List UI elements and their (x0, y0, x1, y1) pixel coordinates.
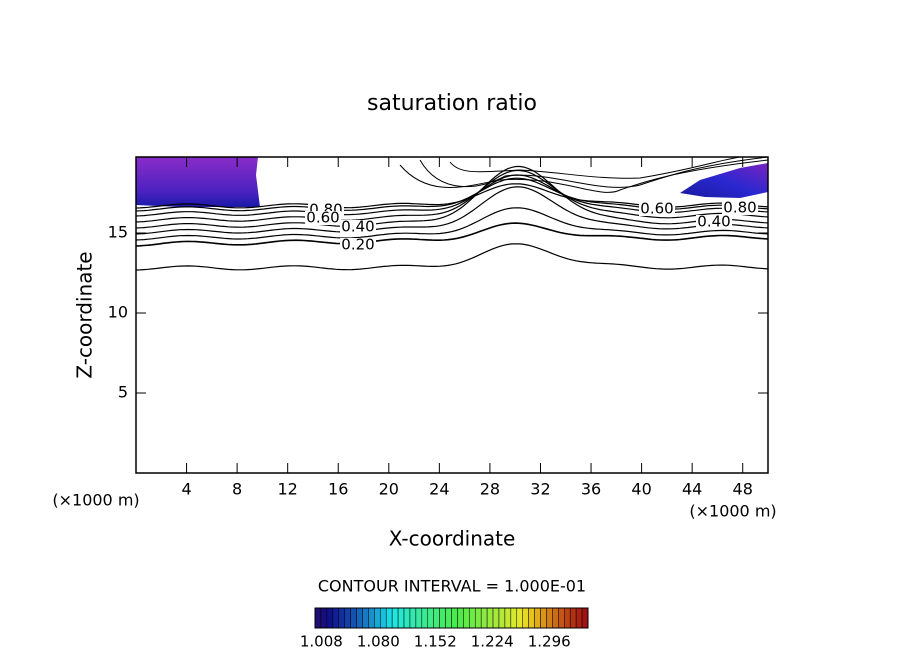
x-tick-label: 32 (530, 480, 550, 499)
colorbar-swatch (415, 607, 423, 629)
colorbar-swatch (474, 607, 482, 629)
colorbar-swatch (380, 607, 387, 629)
contour-label: 0.40 (341, 218, 374, 236)
colorbar-swatch (492, 607, 500, 629)
colorbar-swatch (463, 607, 470, 629)
contour-label: 0.40 (697, 213, 730, 231)
contour-line (135, 165, 769, 229)
label-bg (340, 238, 376, 252)
colorbar-swatch (433, 607, 440, 629)
colorbar-swatch (338, 607, 345, 629)
colorbar-swatch (427, 607, 434, 629)
colorbar-swatch (540, 607, 547, 629)
contour-label: 0.60 (640, 200, 673, 218)
colorbar-swatch (397, 607, 405, 629)
plot-frame (135, 156, 769, 474)
colorbar-swatch (510, 607, 518, 629)
colorbar-swatch (480, 607, 488, 629)
colorbar-swatch (332, 607, 339, 629)
contour-label: 0.80 (723, 199, 756, 217)
colorbar-tick-label: 1.152 (414, 633, 457, 651)
colorbar-tick-label: 1.080 (357, 633, 400, 651)
colorbar-swatch (581, 607, 589, 629)
colorbar-swatch (522, 607, 529, 629)
x-tick-label: 24 (429, 480, 449, 499)
x-tick-label: 20 (379, 480, 399, 499)
label-bg (696, 215, 732, 229)
contour-line (135, 186, 769, 235)
colorbar-frame (314, 607, 589, 629)
y-tick-label: 5 (118, 383, 128, 402)
label-bg (305, 211, 341, 225)
x-tick-label: 44 (682, 480, 702, 499)
label-bg (639, 202, 675, 216)
x-unit: (×1000 m) (689, 502, 776, 521)
colorbar-swatch (445, 607, 452, 629)
colorbar-swatch (564, 607, 571, 629)
contour-line (135, 207, 769, 241)
colorbar-swatch (552, 607, 559, 629)
label-bg (340, 220, 376, 234)
shaded-region (680, 163, 768, 198)
x-tick-label: 16 (328, 480, 348, 499)
contour-label: 0.20 (341, 236, 374, 254)
y-tick-label: 10 (108, 303, 128, 322)
y-unit: (×1000 m) (52, 491, 139, 510)
x-tick-label: 48 (733, 480, 753, 499)
colorbar-swatch (385, 607, 393, 629)
colorbar-swatch (374, 607, 381, 629)
x-tick-label: 4 (181, 480, 191, 499)
contour-interval: CONTOUR INTERVAL = 1.000E-01 (318, 577, 586, 596)
colorbar-tick-label: 1.224 (471, 633, 514, 651)
x-tick-label: 40 (631, 480, 651, 499)
colorbar-tick-label: 1.296 (528, 633, 571, 651)
contour-line (135, 243, 769, 271)
colorbar-swatch (391, 607, 399, 629)
colorbar-swatch (326, 607, 334, 629)
x-axis-label: X-coordinate (389, 527, 516, 551)
x-tick-label: 28 (480, 480, 500, 499)
x-tick-label: 12 (278, 480, 298, 499)
label-bg (722, 201, 758, 215)
x-tick-label: 8 (232, 480, 242, 499)
contour-line (135, 222, 769, 247)
colorbar-swatch (558, 607, 565, 629)
colorbar-swatch (421, 607, 429, 629)
colorbar-swatch (575, 607, 583, 629)
colorbar-swatch (320, 607, 328, 629)
colorbar-swatch (314, 607, 322, 629)
colorbar-swatch (350, 607, 357, 629)
colorbar-swatch (356, 607, 363, 629)
colorbar-swatch (546, 607, 553, 629)
shaded-region (136, 157, 260, 207)
contour-line (419, 156, 769, 188)
colorbar-swatch (516, 607, 523, 629)
contour-line (449, 156, 741, 179)
contour-line (135, 169, 769, 223)
colorbar-swatch (469, 607, 476, 629)
colorbar-swatch (528, 607, 535, 629)
y-axis-label: Z-coordinate (73, 251, 97, 378)
colorbar-tick-label: 1.008 (300, 633, 343, 651)
y-tick-label: 15 (108, 223, 128, 242)
shaded-regions (136, 157, 768, 207)
colorbar-swatch (486, 607, 494, 629)
chart-title: saturation ratio (367, 91, 537, 116)
colorbar-swatch (534, 607, 541, 629)
colorbar-swatch (409, 607, 417, 629)
colorbar-swatch (451, 607, 458, 629)
contour-lines (135, 156, 769, 271)
colorbar-swatch (498, 607, 506, 629)
x-tick-label: 36 (581, 480, 601, 499)
colorbar-swatch (368, 607, 375, 629)
colorbar-swatch (403, 607, 411, 629)
colorbar-swatch (362, 607, 369, 629)
colorbar-swatch (457, 607, 464, 629)
colorbar-swatch (569, 607, 577, 629)
colorbar-swatch (504, 607, 512, 629)
colorbar-swatch (439, 607, 446, 629)
contour-label: 0.60 (306, 209, 339, 227)
colorbar-swatch (344, 607, 351, 629)
